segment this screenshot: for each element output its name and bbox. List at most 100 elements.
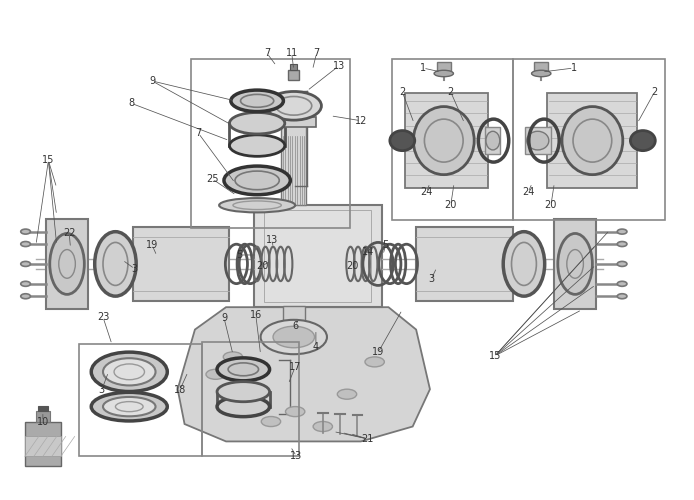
Ellipse shape	[219, 198, 295, 212]
Ellipse shape	[91, 352, 167, 392]
Ellipse shape	[558, 234, 593, 294]
Bar	[25, 436, 61, 456]
Bar	[202, 342, 298, 456]
Text: 14: 14	[362, 248, 374, 258]
Polygon shape	[178, 307, 430, 442]
Ellipse shape	[617, 294, 627, 298]
Ellipse shape	[617, 229, 627, 234]
Ellipse shape	[21, 229, 31, 234]
Ellipse shape	[617, 282, 627, 286]
Text: 7: 7	[195, 128, 201, 138]
Bar	[525, 127, 551, 154]
Ellipse shape	[224, 166, 290, 194]
Ellipse shape	[486, 132, 500, 150]
Text: 9: 9	[221, 312, 227, 322]
Text: 11: 11	[285, 48, 298, 58]
Text: 22: 22	[63, 228, 76, 237]
Bar	[281, 118, 306, 205]
Text: 23: 23	[96, 312, 109, 322]
Ellipse shape	[337, 389, 357, 399]
Text: 4: 4	[313, 342, 319, 352]
Ellipse shape	[285, 406, 305, 416]
Bar	[485, 127, 500, 154]
Ellipse shape	[365, 357, 384, 367]
Ellipse shape	[434, 70, 453, 76]
Text: 5: 5	[382, 240, 389, 250]
Text: 10: 10	[37, 416, 49, 426]
Ellipse shape	[532, 70, 551, 76]
Ellipse shape	[21, 242, 31, 246]
Text: 3: 3	[132, 264, 138, 274]
Ellipse shape	[217, 358, 269, 381]
Ellipse shape	[206, 370, 226, 380]
Bar	[437, 62, 450, 71]
Text: 15: 15	[489, 351, 501, 361]
Ellipse shape	[617, 242, 627, 246]
Ellipse shape	[231, 90, 283, 112]
Bar	[80, 344, 202, 457]
Bar	[290, 64, 297, 70]
Ellipse shape	[21, 294, 31, 298]
Text: 1: 1	[420, 63, 426, 73]
Ellipse shape	[217, 396, 269, 416]
Ellipse shape	[630, 130, 655, 150]
Bar	[36, 410, 50, 422]
Ellipse shape	[94, 232, 136, 296]
Text: 7: 7	[314, 48, 320, 58]
Ellipse shape	[21, 282, 31, 286]
Text: 21: 21	[362, 434, 374, 444]
Text: 13: 13	[266, 235, 278, 245]
Ellipse shape	[230, 135, 285, 156]
Text: 8: 8	[128, 98, 135, 108]
Text: 1: 1	[570, 63, 577, 73]
Bar	[288, 70, 299, 80]
Text: 16: 16	[250, 310, 262, 320]
Text: 20: 20	[444, 200, 457, 210]
Text: 2: 2	[652, 87, 658, 97]
Ellipse shape	[217, 382, 269, 402]
Ellipse shape	[414, 106, 474, 174]
Bar	[405, 94, 488, 188]
Bar	[392, 58, 513, 220]
Ellipse shape	[562, 106, 623, 174]
Text: 15: 15	[42, 156, 55, 166]
Text: 3: 3	[428, 274, 434, 284]
Text: 13: 13	[332, 61, 345, 71]
Text: 18: 18	[174, 385, 186, 395]
Text: 13: 13	[290, 452, 303, 462]
Bar	[46, 219, 88, 308]
Ellipse shape	[103, 358, 155, 386]
Ellipse shape	[390, 130, 415, 150]
Text: 20: 20	[545, 200, 557, 210]
Text: 3: 3	[99, 385, 105, 395]
Text: 20: 20	[346, 261, 359, 271]
Text: 5: 5	[236, 250, 242, 260]
Ellipse shape	[266, 92, 321, 120]
Ellipse shape	[237, 389, 257, 399]
Bar	[38, 406, 48, 410]
Bar	[282, 306, 305, 324]
Ellipse shape	[527, 132, 549, 150]
Ellipse shape	[223, 352, 243, 362]
Bar	[271, 116, 316, 126]
Ellipse shape	[91, 392, 167, 421]
Text: 9: 9	[149, 76, 155, 86]
Text: 19: 19	[146, 240, 158, 250]
Bar	[555, 219, 596, 308]
Text: 12: 12	[355, 116, 367, 126]
Bar	[513, 58, 665, 220]
Text: 17: 17	[289, 362, 301, 372]
Text: 2: 2	[448, 87, 454, 97]
Text: 25: 25	[206, 174, 219, 184]
Bar	[133, 226, 230, 301]
Text: 24: 24	[421, 188, 432, 198]
Bar	[548, 94, 637, 188]
Text: 24: 24	[522, 188, 534, 198]
Ellipse shape	[261, 416, 280, 426]
Text: 2: 2	[399, 87, 405, 97]
Text: 19: 19	[372, 348, 384, 358]
Ellipse shape	[261, 320, 327, 354]
Bar	[264, 210, 371, 302]
Ellipse shape	[103, 397, 155, 416]
Bar	[534, 62, 548, 71]
